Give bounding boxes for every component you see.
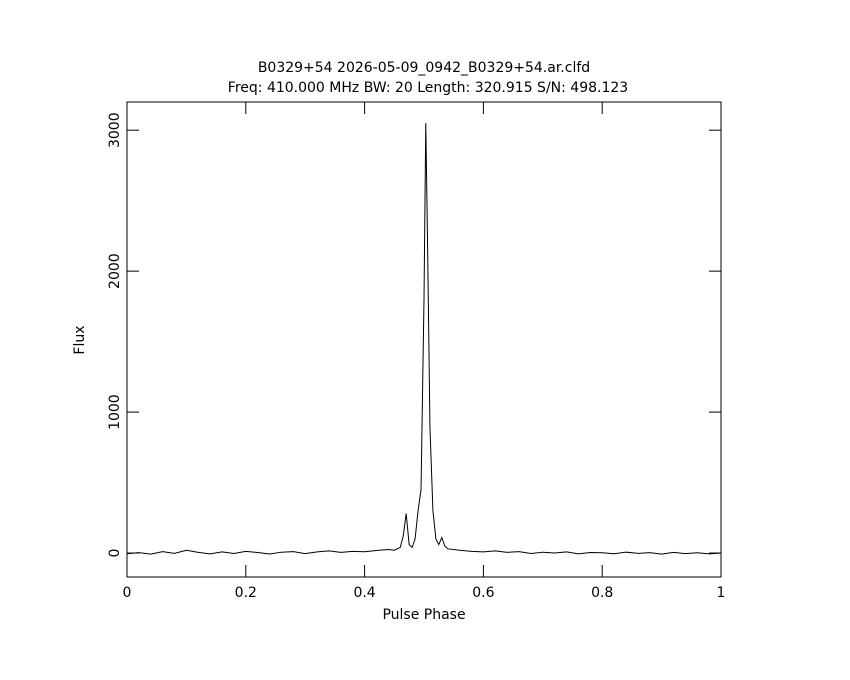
y-tick-label: 0 xyxy=(107,549,123,558)
chart-subtitle: Freq: 410.000 MHz BW: 20 Length: 320.915… xyxy=(228,80,628,96)
x-tick-label: 1 xyxy=(717,585,726,601)
y-tick-label: 1000 xyxy=(107,394,123,430)
x-tick-label: 0.4 xyxy=(353,585,375,601)
chart-title: B0329+54 2026-05-09_0942_B0329+54.ar.clf… xyxy=(258,60,590,76)
plot-frame xyxy=(126,101,722,578)
y-axis-label: Flux xyxy=(72,325,88,354)
y-tick-label: 2000 xyxy=(107,253,123,289)
x-tick-label: 0.8 xyxy=(591,585,613,601)
x-tick-label: 0 xyxy=(123,585,132,601)
y-tick-label: 3000 xyxy=(107,112,123,148)
x-tick-label: 0.6 xyxy=(472,585,494,601)
profile-line xyxy=(126,123,722,555)
x-tick-label: 0.2 xyxy=(235,585,257,601)
x-axis-label: Pulse Phase xyxy=(382,607,465,623)
